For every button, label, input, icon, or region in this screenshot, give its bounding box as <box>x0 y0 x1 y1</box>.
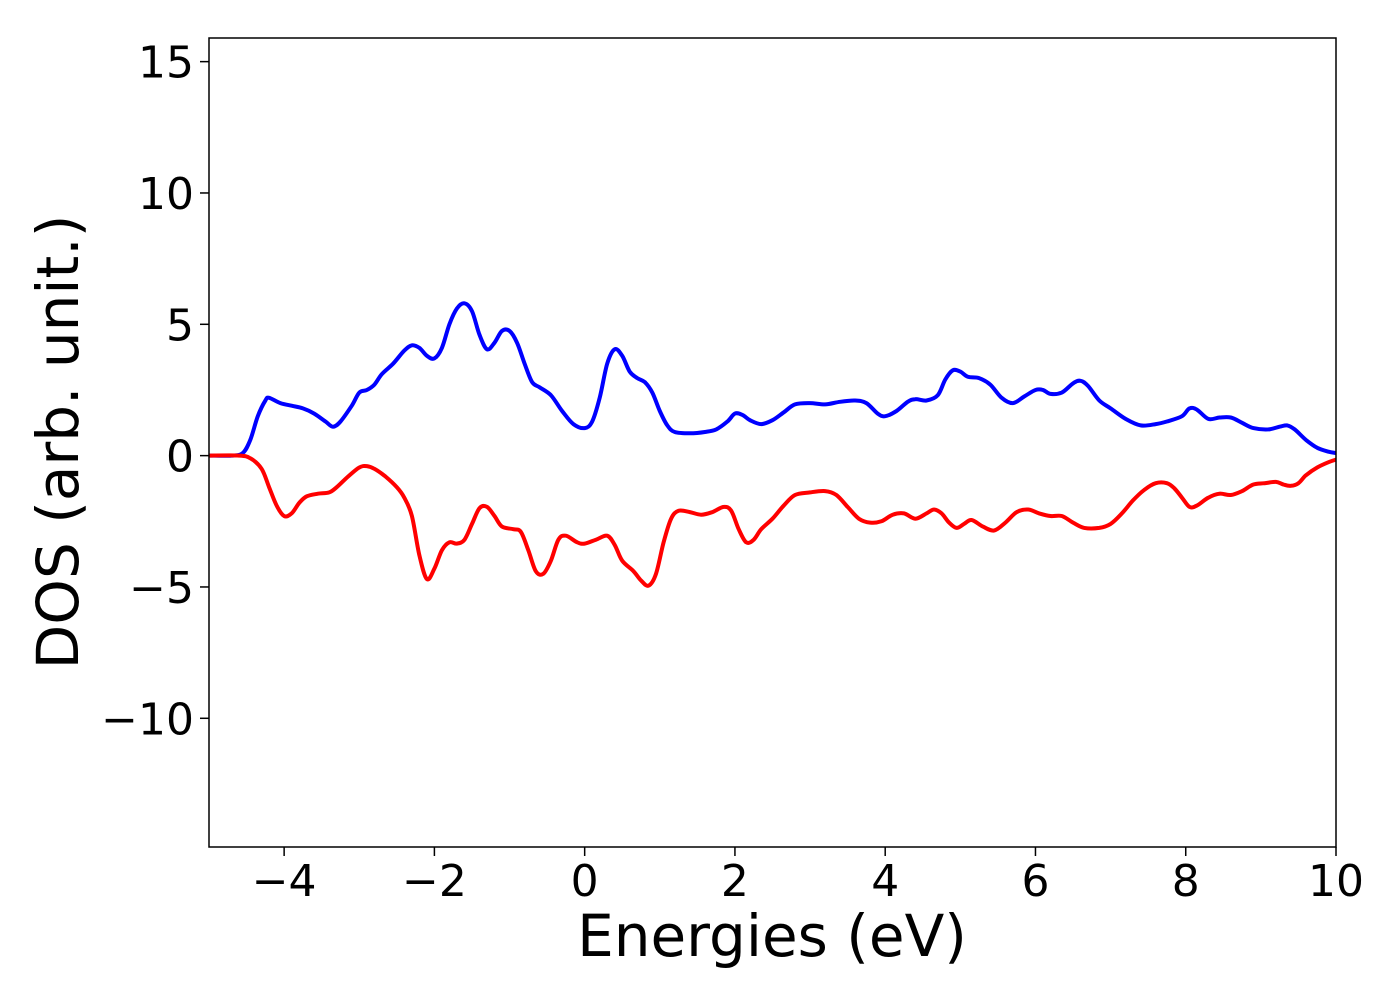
x-tick-label: 6 <box>1021 856 1049 907</box>
x-tick-label: 0 <box>571 856 599 907</box>
x-axis: −4 −2 0 2 4 6 8 10 <box>252 847 1364 907</box>
y-tick-label: 0 <box>166 432 194 483</box>
y-tick-label: −5 <box>129 563 194 614</box>
y-tick-label: 10 <box>138 169 194 220</box>
x-tick-label: −2 <box>402 856 467 907</box>
dos-series-line-1 <box>208 301 1337 458</box>
y-tick-label: −10 <box>101 694 194 745</box>
x-tick-label: −4 <box>252 856 317 907</box>
y-tick-label: 15 <box>138 38 194 89</box>
y-axis: −10 −5 0 5 10 15 <box>101 38 209 745</box>
x-tick-label: 10 <box>1308 856 1364 907</box>
x-tick-label: 8 <box>1172 856 1200 907</box>
plot-frame <box>208 37 1337 848</box>
x-tick-label: 4 <box>871 856 899 907</box>
dos-series-line-2 <box>208 453 1337 588</box>
y-tick-label: 5 <box>166 300 194 351</box>
x-axis-title: Energies (eV) <box>577 902 967 970</box>
plot-area <box>208 301 1337 588</box>
y-axis-title: DOS (arb. unit.) <box>24 215 92 670</box>
x-tick-label: 2 <box>721 856 749 907</box>
